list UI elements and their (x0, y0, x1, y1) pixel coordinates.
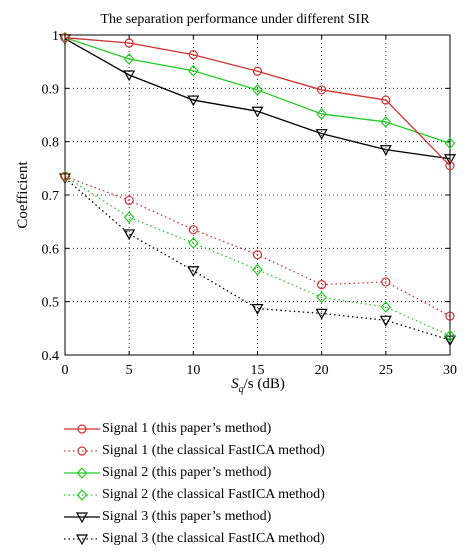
legend-marker (76, 489, 88, 501)
data-point (316, 291, 327, 304)
legend-label: Signal 1 (this paper’s method) (102, 421, 272, 436)
x-tick-label: 25 (379, 363, 393, 378)
data-point (316, 108, 327, 120)
legend-item: Signal 3 (the classical FastICA method) (62, 528, 362, 550)
y-tick-label: 0.4 (42, 349, 60, 364)
legend-swatch (64, 512, 100, 524)
x-tick-label: 15 (251, 363, 265, 378)
data-point (60, 33, 70, 43)
x-tick-label: 0 (62, 363, 69, 378)
data-point (59, 170, 71, 183)
data-point (443, 335, 457, 347)
data-point (444, 329, 456, 342)
data-point (252, 66, 263, 76)
chart-svg: The separation performance under differe… (15, 12, 458, 395)
series-line (64, 37, 451, 144)
chart-title: The separation performance under differe… (100, 12, 370, 27)
x-tick-label: 10 (186, 363, 200, 378)
grid-layer (65, 35, 450, 355)
x-axis-label-sub: q (239, 384, 244, 395)
series-2 (60, 171, 455, 321)
legend-label: Signal 1 (the classical FastICA method) (102, 443, 325, 458)
x-tick-label: 30 (443, 363, 457, 378)
data-point (251, 304, 264, 315)
data-point (123, 211, 135, 224)
data-point (252, 263, 263, 276)
series-line (64, 37, 451, 167)
series-line (64, 38, 451, 160)
data-point (315, 129, 328, 140)
data-point (188, 64, 199, 77)
data-point (59, 31, 71, 44)
legend-item: Signal 1 (the classical FastICA method) (62, 440, 362, 462)
legend-swatch (64, 489, 100, 501)
legend-label: Signal 2 (this paper’s method) (102, 465, 272, 480)
data-point (124, 38, 134, 48)
data-point (317, 85, 327, 95)
data-point (315, 308, 328, 320)
data-point (188, 225, 198, 235)
data-point (60, 171, 70, 181)
y-tick-label: 0.9 (42, 82, 60, 97)
data-point (380, 116, 392, 128)
legend-marker (76, 467, 88, 479)
legend-item: Signal 3 (this paper’s method) (62, 506, 362, 528)
legend-marker (75, 534, 89, 546)
data-point (123, 53, 135, 65)
data-point (445, 161, 455, 171)
data-point (252, 250, 263, 260)
series-3 (59, 31, 456, 150)
data-point (381, 277, 391, 287)
data-point (187, 266, 200, 277)
y-tick-label: 0.5 (42, 296, 60, 311)
legend-label: Signal 2 (the classical FastICA method) (102, 487, 325, 502)
chart-legend: Signal 1 (this paper’s method) Signal 1 (… (62, 418, 362, 550)
data-point (252, 84, 263, 96)
data-point (123, 229, 136, 241)
x-tick-label: 5 (126, 363, 133, 378)
y-tick-label: 0.7 (42, 189, 60, 204)
tick-layer: 0 5 10 15 20 25 30 0.4 0.5 0.6 0.7 0.8 0.9 1 (42, 29, 458, 378)
legend-item: Signal 2 (this paper’s method) (62, 462, 362, 484)
data-point (381, 95, 391, 105)
legend-swatch (64, 446, 100, 456)
legend-marker (75, 512, 89, 524)
legend-label: Signal 3 (the classical FastICA method) (102, 531, 325, 546)
data-point (444, 137, 456, 150)
data-point (123, 70, 136, 82)
series-1 (60, 33, 455, 171)
data-point (317, 280, 327, 290)
legend-swatch (64, 467, 100, 479)
series-layer (58, 31, 457, 347)
y-axis-label: Coefficient (15, 161, 31, 229)
x-tick-label: 20 (315, 363, 329, 378)
data-point (445, 311, 455, 321)
x-axis-label-rest: /s (dB) (244, 376, 285, 392)
data-point (379, 315, 392, 327)
data-point (443, 154, 457, 165)
legend-swatch (64, 534, 100, 546)
data-point (124, 195, 134, 205)
series-line (64, 175, 451, 317)
y-tick-label: 0.8 (42, 136, 60, 151)
y-tick-label: 1 (52, 29, 59, 44)
legend-item: Signal 2 (the classical FastICA method) (62, 484, 362, 506)
data-point (251, 106, 264, 118)
data-point (380, 301, 392, 313)
data-point (188, 50, 198, 60)
data-point (379, 145, 392, 156)
legend-label: Signal 3 (this paper’s method) (102, 509, 272, 524)
legend-marker (77, 424, 87, 434)
x-axis-label: Sq/s (dB) (231, 376, 285, 395)
legend-swatch (64, 424, 100, 434)
y-tick-label: 0.6 (42, 242, 60, 257)
series-4 (59, 170, 456, 342)
legend-item: Signal 1 (this paper’s method) (62, 418, 362, 440)
x-axis-label-main: S (231, 376, 239, 392)
legend-marker (77, 446, 87, 456)
data-point (187, 95, 200, 107)
data-point (188, 237, 199, 249)
